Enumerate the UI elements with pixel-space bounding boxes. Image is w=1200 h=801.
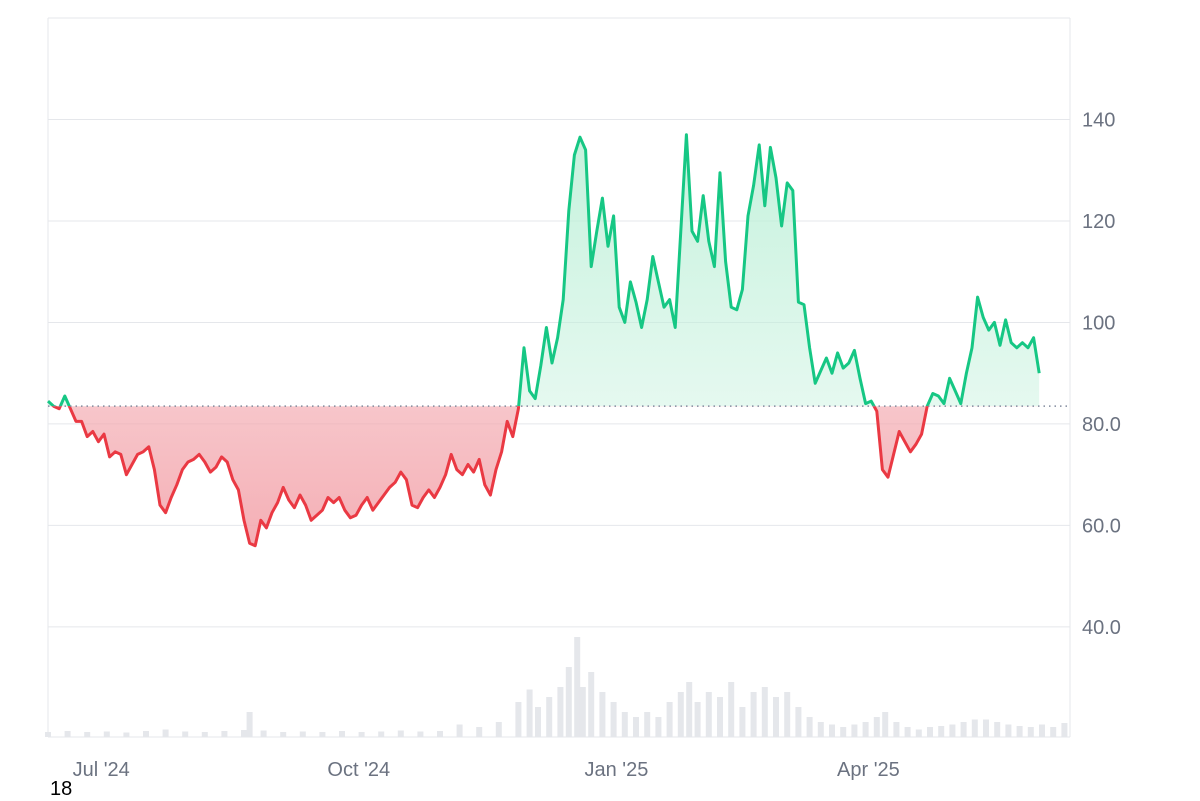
volume-bar	[546, 697, 553, 737]
x-tick-label: Apr '25	[837, 759, 900, 781]
volume-bar	[515, 702, 522, 737]
volume-bar	[103, 731, 110, 737]
volume-bar	[644, 712, 651, 737]
volume-bar	[495, 722, 502, 737]
volume-bar	[773, 697, 779, 737]
volume-bar	[705, 692, 712, 737]
volume-bar	[299, 731, 306, 737]
y-tick-label: 40.0	[1082, 617, 1121, 639]
volume-bar	[633, 717, 639, 737]
volume-bar	[1061, 723, 1068, 737]
volume-bar	[246, 712, 253, 737]
volume-bar	[45, 732, 51, 737]
line-below-baseline	[51, 406, 929, 548]
volume-bar	[1005, 724, 1012, 737]
volume-bar	[84, 732, 91, 737]
x-tick-label: Jul '24	[73, 759, 130, 781]
volume-bar	[557, 687, 564, 737]
volume-bar	[893, 722, 900, 737]
volume-bar	[784, 692, 791, 737]
x-tick-label: Jan '25	[584, 759, 648, 781]
volume-bar	[750, 692, 757, 737]
volume-bar	[588, 672, 595, 737]
volume-bar	[795, 707, 802, 737]
volume-bar	[456, 724, 463, 737]
volume-bar	[1027, 727, 1034, 737]
volume-bar	[739, 707, 746, 737]
volume-bar	[397, 730, 404, 737]
volume-bar	[882, 712, 889, 737]
volume-bar	[437, 731, 443, 737]
y-tick-label: 60.0	[1082, 515, 1121, 537]
y-tick-label: 140	[1082, 109, 1115, 131]
volume-bar	[949, 724, 956, 737]
volume-bar	[983, 719, 989, 737]
volume-bar	[873, 717, 880, 737]
volume-bar	[904, 727, 911, 737]
volume-bar	[655, 717, 662, 737]
volume-bar	[938, 726, 945, 737]
volume-bar	[574, 637, 581, 737]
volume-bar	[162, 729, 169, 737]
volume-bar	[260, 730, 267, 737]
volume-bar	[535, 707, 541, 737]
volume-bar	[840, 727, 847, 737]
volume-bar	[862, 722, 869, 737]
price-area	[48, 134, 1040, 546]
volume-bar	[143, 731, 149, 737]
volume-bar	[694, 702, 701, 737]
volume-bar	[358, 732, 365, 737]
volume-bar	[182, 731, 189, 737]
line-above-baseline	[46, 133, 1041, 407]
volume-bar	[817, 722, 824, 737]
volume-bar	[476, 727, 483, 737]
y-tick-label: 120	[1082, 211, 1115, 233]
volume-bar	[994, 722, 1001, 737]
volume-bar	[599, 692, 606, 737]
volume-bar	[565, 667, 572, 737]
x-tick-label: Oct '24	[327, 759, 390, 781]
volume-bar	[666, 702, 673, 737]
volume-bar	[971, 719, 978, 737]
volume-bar	[915, 729, 922, 737]
volume-bar	[1039, 724, 1045, 737]
volume-bar	[280, 732, 287, 737]
volume-bar	[221, 731, 228, 737]
corner-label: 18	[50, 778, 73, 800]
volume-bar	[579, 687, 586, 737]
volume-bar	[806, 717, 813, 737]
volume-bar	[526, 689, 533, 737]
y-tick-label: 100	[1082, 312, 1115, 334]
volume-bar	[851, 724, 858, 737]
volume-bar	[339, 731, 345, 737]
volume-bars	[45, 637, 1068, 737]
volume-bar	[927, 727, 933, 737]
volume-bar	[123, 732, 130, 737]
volume-bar	[378, 731, 385, 737]
x-axis-labels: Jul '24 Oct '24 Jan '25 Apr '25	[73, 759, 900, 781]
volume-bar	[728, 682, 735, 737]
volume-bar	[829, 724, 835, 737]
volume-bar	[64, 731, 71, 737]
volume-bar	[1016, 726, 1023, 737]
y-axis-labels: 140 120 100 80.0 60.0 40.0	[1082, 109, 1121, 638]
volume-bar	[319, 732, 326, 737]
volume-bar	[960, 722, 967, 737]
volume-bar	[1050, 727, 1057, 737]
y-tick-label: 80.0	[1082, 414, 1121, 436]
volume-bar	[201, 732, 208, 737]
volume-bar	[686, 682, 693, 737]
volume-bar	[610, 702, 617, 737]
volume-bar	[621, 712, 628, 737]
volume-bar	[417, 731, 424, 737]
volume-bar	[717, 697, 723, 737]
volume-bar	[677, 692, 684, 737]
area-below-baseline	[48, 406, 1040, 546]
volume-bar	[761, 687, 768, 737]
price-line	[46, 133, 1041, 548]
volume-bar	[241, 730, 247, 737]
area-above-baseline	[48, 134, 1040, 407]
